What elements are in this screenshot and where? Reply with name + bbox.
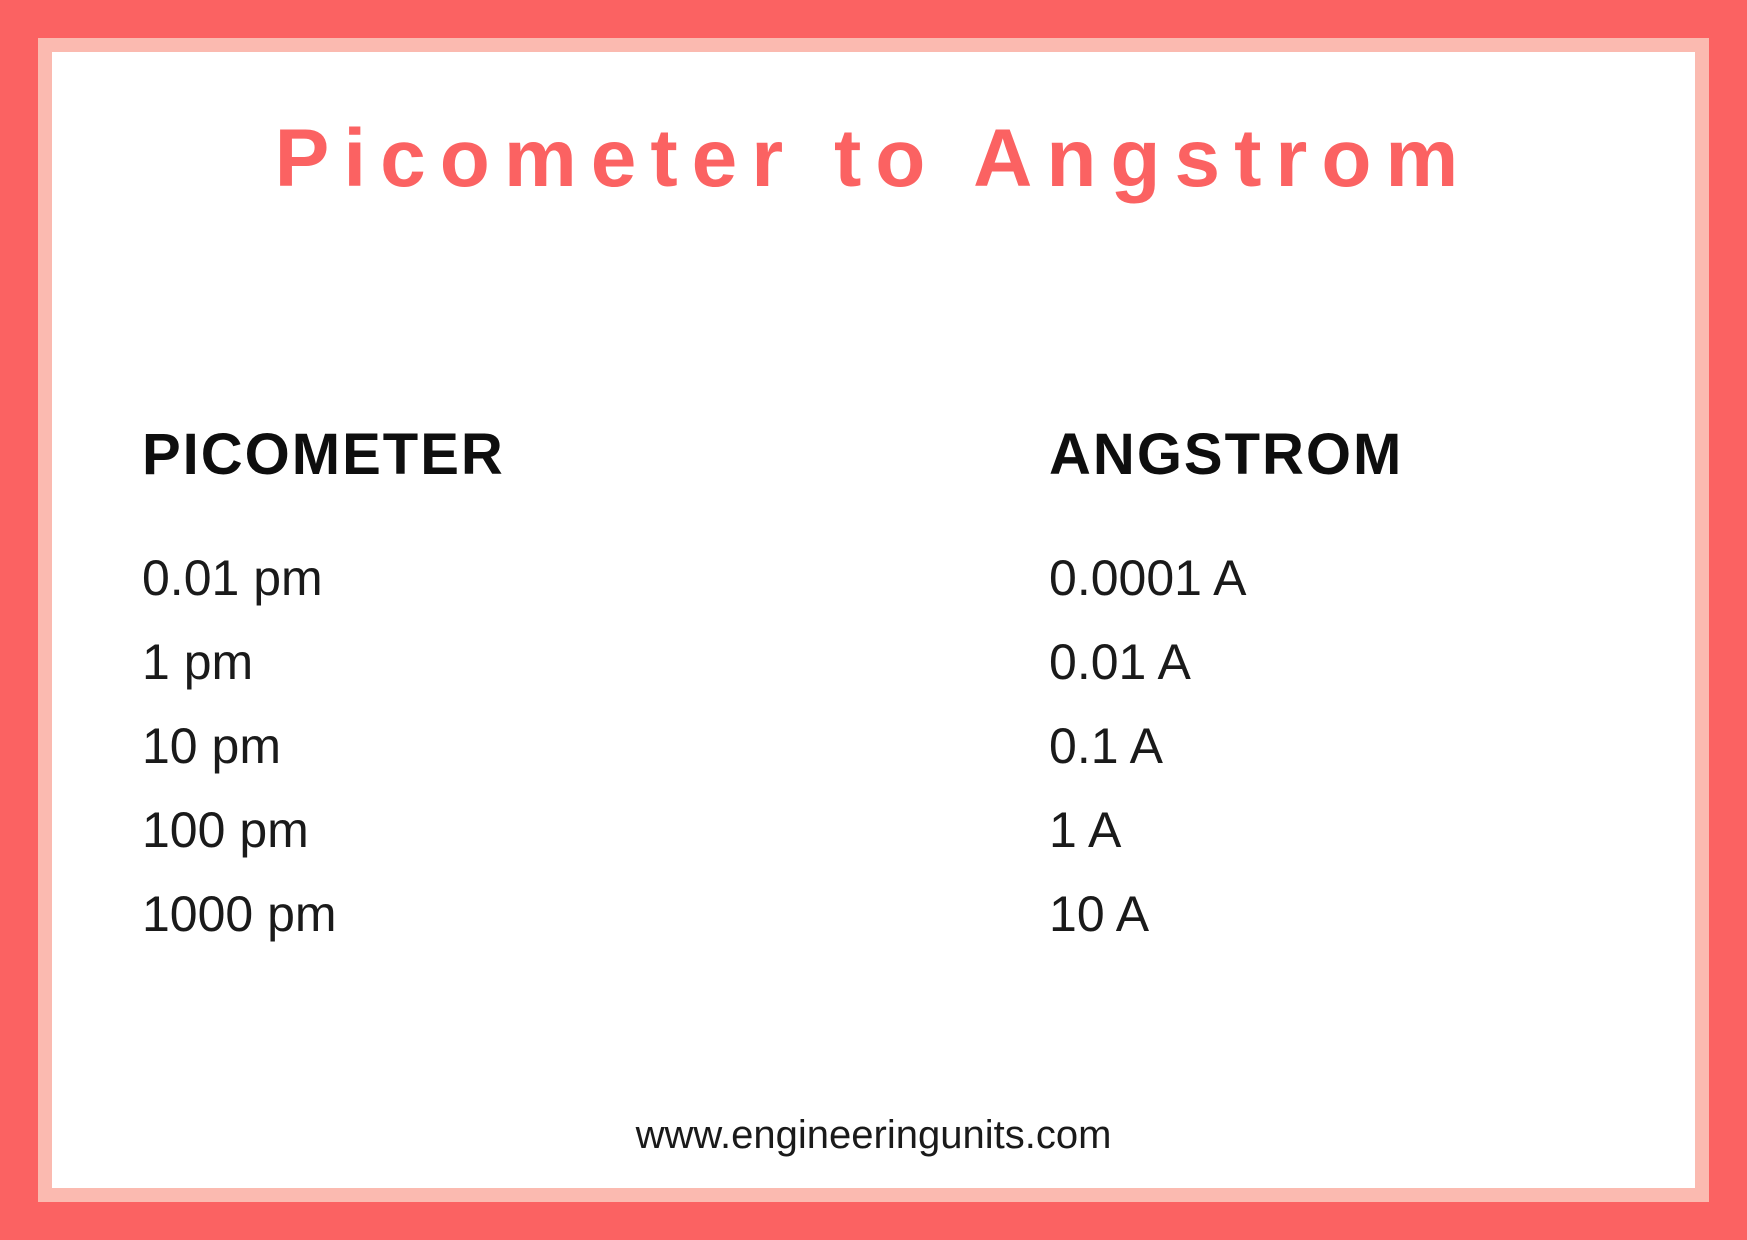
table-row: 10 A: [1049, 872, 1605, 956]
angstrom-header: ANGSTROM: [1049, 421, 1605, 488]
angstrom-column: ANGSTROM 0.0001 A 0.01 A 0.1 A 1 A 10 A: [1049, 421, 1605, 956]
content-area: Picometer to Angstrom PICOMETER 0.01 pm …: [52, 52, 1695, 1188]
conversion-table: PICOMETER 0.01 pm 1 pm 10 pm 100 pm 1000…: [112, 421, 1635, 956]
table-row: 1000 pm: [142, 872, 1049, 956]
picometer-column: PICOMETER 0.01 pm 1 pm 10 pm 100 pm 1000…: [142, 421, 1049, 956]
table-row: 1 A: [1049, 788, 1605, 872]
table-row: 0.0001 A: [1049, 536, 1605, 620]
table-row: 1 pm: [142, 620, 1049, 704]
table-row: 0.1 A: [1049, 704, 1605, 788]
table-row: 100 pm: [142, 788, 1049, 872]
page-title: Picometer to Angstrom: [112, 112, 1635, 206]
footer-url: www.engineeringunits.com: [52, 1113, 1695, 1158]
table-row: 0.01 pm: [142, 536, 1049, 620]
picometer-header: PICOMETER: [142, 421, 1049, 488]
table-row: 10 pm: [142, 704, 1049, 788]
inner-border: Picometer to Angstrom PICOMETER 0.01 pm …: [38, 38, 1709, 1202]
table-row: 0.01 A: [1049, 620, 1605, 704]
outer-border: Picometer to Angstrom PICOMETER 0.01 pm …: [0, 0, 1747, 1240]
